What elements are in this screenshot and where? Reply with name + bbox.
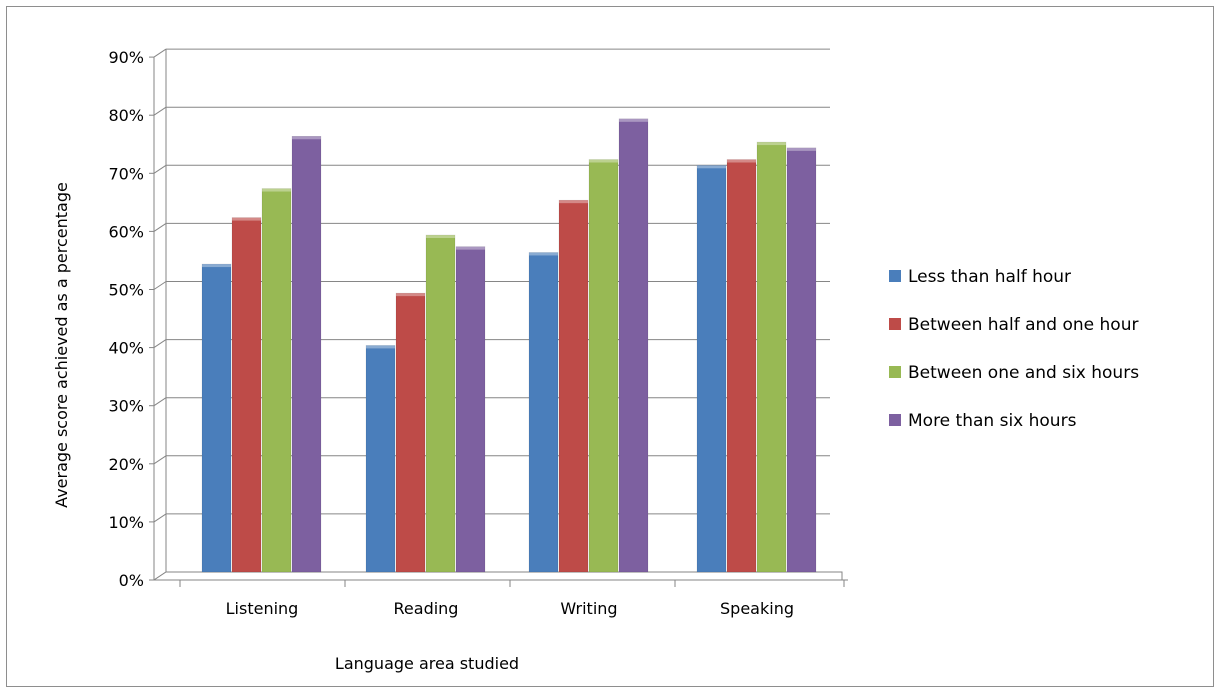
x-tick-label: Reading <box>394 599 459 618</box>
bar-top <box>559 200 588 204</box>
bar-top <box>292 136 321 140</box>
gridline-side <box>153 513 167 523</box>
gridline-side <box>153 397 167 407</box>
gridline-side <box>153 281 167 290</box>
axes <box>149 49 848 587</box>
y-tick-label: 80% <box>108 106 144 125</box>
bar-top <box>232 217 261 221</box>
bar-top <box>619 118 648 122</box>
gridline-side <box>153 339 167 349</box>
y-tick-label: 10% <box>108 513 144 532</box>
y-tick-label: 60% <box>108 222 144 241</box>
y-axis-title: Average score achieved as a percentage <box>52 182 71 508</box>
bar-top <box>727 159 756 163</box>
bar-top <box>589 159 618 163</box>
y-tick-label: 20% <box>108 455 144 474</box>
bar <box>455 246 486 573</box>
bar <box>201 263 232 573</box>
legend-label: More than six hours <box>908 411 1077 431</box>
bar <box>618 118 649 573</box>
bar <box>696 165 727 573</box>
tick-labels: 0% 10% 20% 30% 40% 50% 60% 70% 80% 90% Listening Re… <box>108 48 794 618</box>
legend-label: Less than half hour <box>908 267 1071 287</box>
bar-top <box>202 264 231 268</box>
y-tick-label: 30% <box>108 397 144 416</box>
y-tick-label: 70% <box>108 164 144 183</box>
bar-top <box>456 246 485 250</box>
legend: Less than half hour Between half and one … <box>889 267 1139 431</box>
bar <box>786 147 817 573</box>
bar-top <box>529 252 558 256</box>
legend-swatch <box>889 270 901 282</box>
bar-top <box>426 235 455 239</box>
bar <box>726 159 757 573</box>
x-tick-label: Listening <box>226 599 299 618</box>
x-tick-label: Writing <box>560 599 617 618</box>
x-axis-title: Language area studied <box>335 654 519 673</box>
bar-top <box>366 345 395 349</box>
bar <box>291 136 322 573</box>
y-tick-label: 50% <box>108 281 144 300</box>
y-tick-label: 0% <box>119 571 144 590</box>
bar <box>395 292 426 573</box>
bar-top <box>396 293 425 297</box>
bar-top <box>757 142 786 146</box>
bar <box>261 188 292 573</box>
chart-floor <box>152 571 843 581</box>
legend-label: Between one and six hours <box>908 363 1139 383</box>
bar-top <box>262 188 291 192</box>
bars <box>201 118 817 573</box>
bar <box>588 159 619 573</box>
legend-swatch <box>889 318 901 330</box>
gridline-side <box>153 164 167 174</box>
bar <box>528 252 559 573</box>
bar <box>425 234 456 573</box>
bar <box>231 217 262 573</box>
legend-swatch <box>889 414 901 426</box>
bar <box>365 345 396 573</box>
gridline-side <box>153 455 167 465</box>
gridline-side <box>153 48 167 58</box>
y-tick-label: 40% <box>108 339 144 358</box>
x-tick-label: Speaking <box>720 599 794 618</box>
y-tick-label: 90% <box>108 48 144 67</box>
bar-top <box>787 147 816 151</box>
legend-label: Between half and one hour <box>908 315 1138 335</box>
gridline-side <box>153 106 167 116</box>
bar-top <box>697 165 726 169</box>
bar <box>756 141 787 573</box>
gridline-side <box>153 222 167 232</box>
bar <box>558 199 589 573</box>
legend-swatch <box>889 366 901 378</box>
